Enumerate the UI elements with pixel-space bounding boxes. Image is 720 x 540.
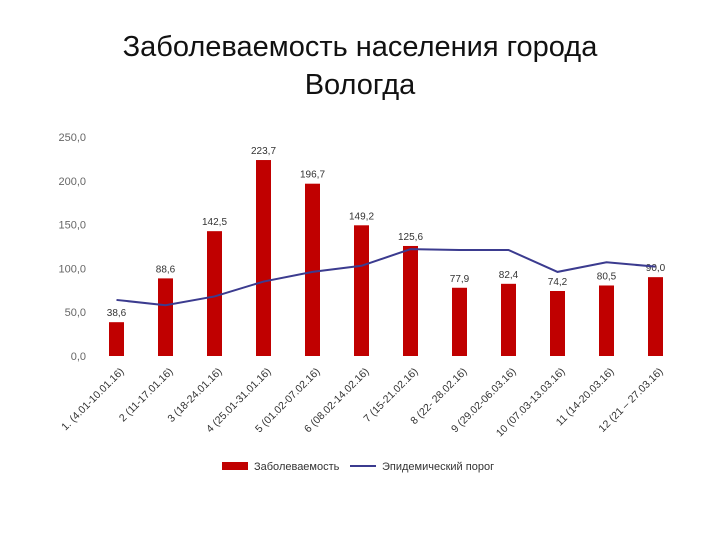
bar-data-label: 90,0 (646, 263, 666, 274)
threshold-line (116, 248, 656, 307)
bar (501, 283, 516, 356)
bar (403, 245, 418, 356)
chart-title-line-2: Вологда (304, 69, 416, 101)
y-tick-label: 100,0 (58, 263, 86, 275)
bar-data-label: 125,6 (398, 232, 423, 243)
bar (305, 183, 320, 356)
bar-data-label: 149,2 (349, 211, 374, 222)
y-tick-label: 50,0 (65, 307, 86, 319)
bar-data-label: 88,6 (156, 264, 176, 275)
chart-title: Заболеваемость населения города Вологда (0, 28, 720, 104)
bar (256, 160, 271, 356)
bar-data-label: 80,5 (597, 271, 617, 282)
bar-data-label: 74,2 (548, 277, 568, 288)
x-tick-label: 1. (4.01-10.01.16) (59, 366, 127, 434)
bar (207, 231, 222, 356)
bar-data-label: 142,5 (202, 217, 227, 228)
bar (354, 225, 369, 356)
y-tick-label: 250,0 (58, 132, 86, 144)
bar-data-label: 223,7 (251, 146, 276, 157)
bar-data-label: 82,4 (499, 270, 519, 281)
y-tick-label: 150,0 (58, 220, 86, 232)
bar-data-label: 38,6 (107, 308, 127, 319)
bar (648, 277, 663, 356)
bar-data-label: 77,9 (450, 274, 470, 285)
bar (158, 278, 173, 356)
bar (452, 287, 467, 356)
y-tick-label: 200,0 (58, 176, 86, 188)
legend-label-incidence: Заболеваемость (254, 461, 340, 473)
legend-label-threshold: Эпидемический порог (382, 461, 494, 473)
bar (599, 285, 614, 356)
bar-data-label: 196,7 (300, 170, 325, 181)
bar (109, 322, 124, 356)
legend-bar-swatch (222, 462, 248, 470)
y-tick-label: 0,0 (71, 351, 86, 363)
bar (550, 291, 565, 356)
chart-title-line-1: Заболеваемость населения города (122, 31, 598, 63)
